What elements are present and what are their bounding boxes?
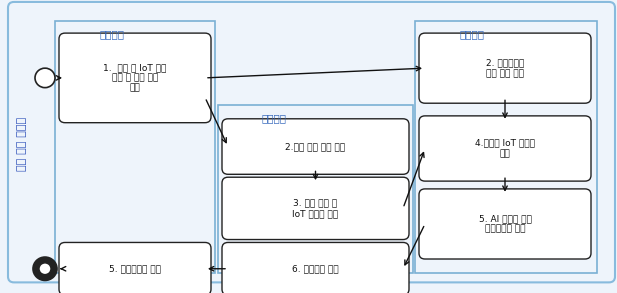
FancyBboxPatch shape [59, 242, 211, 293]
FancyBboxPatch shape [222, 242, 409, 293]
FancyBboxPatch shape [419, 189, 591, 259]
Text: 분석처리: 분석처리 [460, 29, 485, 39]
Circle shape [33, 257, 57, 280]
FancyBboxPatch shape [59, 33, 211, 123]
FancyBboxPatch shape [419, 33, 591, 103]
Text: 5. 융합산출물 표출: 5. 융합산출물 표출 [109, 264, 161, 273]
Bar [415, 21, 597, 273]
FancyBboxPatch shape [8, 2, 615, 282]
Text: 2.관심 지역 정보 수신: 2.관심 지역 정보 수신 [286, 142, 346, 151]
Bar [55, 21, 215, 273]
Text: 자료관리: 자료관리 [262, 113, 287, 123]
FancyBboxPatch shape [419, 116, 591, 181]
Text: 5. AI 처리를 통한
융합산출물 생산: 5. AI 처리를 통한 융합산출물 생산 [479, 214, 531, 234]
Text: 4.영상및 IoT 데이터
수신: 4.영상및 IoT 데이터 수신 [475, 139, 535, 158]
Text: 융합 활용 플랫폼: 융합 활용 플랫폼 [17, 117, 27, 171]
Circle shape [39, 263, 51, 275]
Bar [218, 105, 413, 273]
Circle shape [35, 68, 55, 88]
FancyBboxPatch shape [222, 177, 409, 240]
Text: 2. 융합산출물
생산 주문 수신: 2. 융합산출물 생산 주문 수신 [486, 59, 524, 78]
Text: 3. 해당 영상 및
IoT 데이터 전달: 3. 해당 영상 및 IoT 데이터 전달 [292, 199, 339, 218]
Text: 1.  위성 및 IoT 정보
검색 및 관심 지역
전달: 1. 위성 및 IoT 정보 검색 및 관심 지역 전달 [103, 63, 167, 93]
FancyBboxPatch shape [222, 119, 409, 174]
Text: 자료표출: 자료표출 [100, 29, 125, 39]
Text: 6. 자료관리 등록: 6. 자료관리 등록 [292, 264, 339, 273]
